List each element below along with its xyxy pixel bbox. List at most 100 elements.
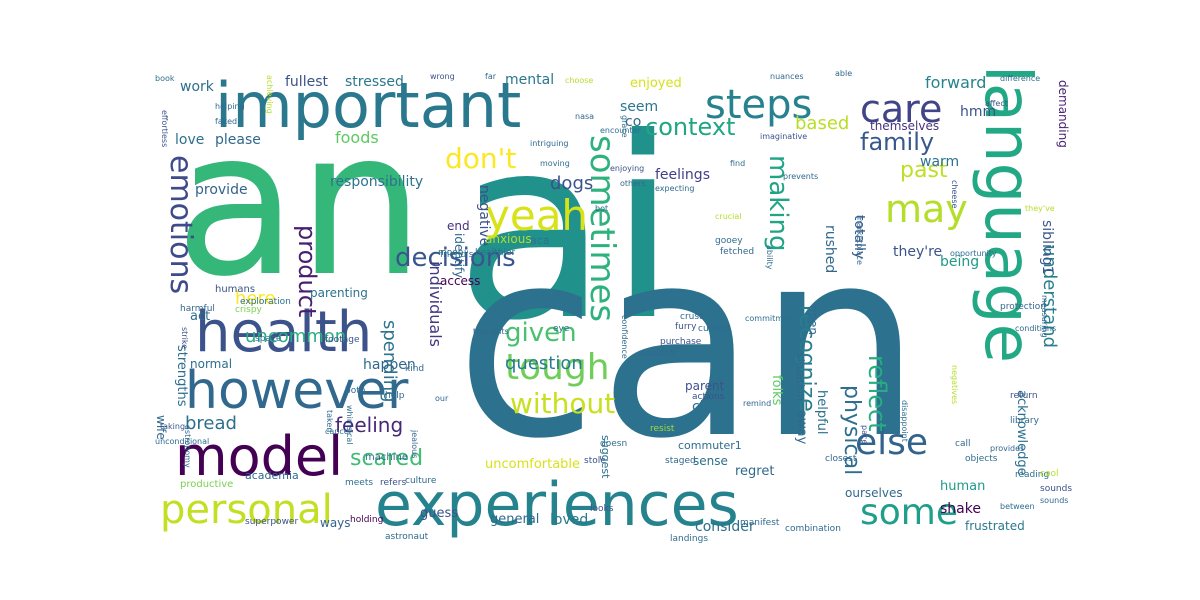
word-demanding: demanding bbox=[1056, 80, 1070, 148]
word-past: past bbox=[900, 158, 948, 183]
word-physical: physical bbox=[839, 385, 864, 476]
word-being: being bbox=[940, 254, 980, 270]
word-cloud: ai can an language important experiences healt… bbox=[155, 65, 1075, 545]
word-call: call bbox=[955, 439, 971, 449]
word-imaginative: imaginative bbox=[760, 132, 808, 141]
word-parent: parent bbox=[685, 379, 725, 393]
word-reflect: reflect bbox=[863, 355, 891, 432]
word-machine: machine bbox=[365, 452, 408, 463]
word-decisions: decisions bbox=[395, 243, 516, 273]
word-foods: foods bbox=[335, 128, 379, 147]
word-crispy: crispy bbox=[235, 305, 262, 315]
word-strengths: strengths bbox=[174, 345, 189, 407]
word-general: general bbox=[490, 512, 540, 527]
word-situation: situation bbox=[794, 353, 807, 401]
word-hmm: hmm bbox=[960, 104, 997, 120]
word-care: care bbox=[860, 87, 943, 131]
word-family: family bbox=[860, 128, 935, 156]
word-fullest: fullest bbox=[285, 74, 328, 90]
word-ways: ways bbox=[320, 516, 351, 530]
word-aca: aca bbox=[530, 234, 550, 247]
word-nuances: nuances bbox=[770, 72, 804, 81]
word-combination: combination bbox=[785, 524, 841, 534]
word-emotions: emotions bbox=[163, 155, 198, 295]
word-open: open bbox=[806, 305, 820, 335]
word-sense: sense bbox=[693, 454, 728, 468]
word-they-re: they're bbox=[893, 244, 943, 260]
word-expecting: expecting bbox=[655, 184, 695, 193]
word-harmful: harmful bbox=[180, 304, 215, 314]
word-some: some bbox=[860, 492, 958, 533]
word-healthier: healthier bbox=[475, 248, 516, 258]
word-enjoying: enjoying bbox=[610, 164, 645, 173]
word-whimsical: whimsical bbox=[345, 405, 354, 445]
word-provides: provides bbox=[990, 444, 1025, 453]
word-return: return bbox=[1010, 391, 1038, 401]
word-actions: actions bbox=[692, 392, 725, 402]
word-sibling1: sibling1 bbox=[1039, 220, 1055, 275]
word-ability: ability bbox=[765, 245, 774, 270]
word-helping: helping bbox=[215, 102, 245, 111]
word-bread: bread bbox=[185, 413, 237, 434]
word-themselves: themselves bbox=[870, 119, 940, 133]
word-important: important bbox=[215, 69, 522, 142]
word-marketplace: marketplace bbox=[855, 215, 864, 265]
word-however: however bbox=[185, 361, 409, 421]
word-pace: pace bbox=[860, 425, 869, 445]
word-they-ve: they've bbox=[1025, 204, 1055, 213]
word-thoughts: thoughts bbox=[473, 327, 509, 336]
word-looks: looks bbox=[590, 504, 614, 514]
word-model: model bbox=[175, 425, 344, 488]
word-productive: productive bbox=[180, 479, 234, 490]
word-current: current bbox=[698, 324, 731, 334]
word-given: given bbox=[505, 318, 577, 348]
word-exploration: exploration bbox=[240, 297, 291, 307]
word-disappoint: disappoint bbox=[900, 400, 909, 442]
word-superpower: superpower bbox=[245, 517, 299, 527]
word-affect: affect bbox=[985, 99, 1008, 108]
word-making: making bbox=[763, 155, 793, 252]
word-folks: folks bbox=[769, 375, 784, 406]
word-cheese: cheese bbox=[950, 180, 959, 209]
word-confidence: confidence bbox=[620, 315, 629, 359]
word-holding: holding bbox=[350, 515, 384, 525]
word-taken: taken bbox=[325, 410, 334, 433]
word-fetched: fetched bbox=[720, 247, 755, 257]
word-may: may bbox=[885, 187, 968, 231]
word-footage: footage bbox=[325, 335, 360, 345]
word-negative: negative bbox=[476, 185, 492, 247]
word-human: human bbox=[940, 479, 986, 494]
word-love: love bbox=[175, 132, 205, 148]
word-consider: consider bbox=[695, 519, 755, 535]
word-astronaut: astronaut bbox=[385, 532, 429, 542]
word-shake: shake bbox=[940, 501, 981, 517]
word-objects: objects bbox=[965, 454, 998, 464]
word-academia: academia bbox=[245, 469, 299, 482]
word-individuals: individuals bbox=[426, 261, 445, 347]
word-remind: remind bbox=[743, 399, 772, 408]
word-an: an bbox=[175, 88, 425, 321]
word-else: else bbox=[855, 422, 929, 463]
word-difference: difference bbox=[1000, 74, 1041, 83]
word-co: co bbox=[625, 114, 642, 130]
word-stole: stole bbox=[584, 456, 606, 466]
word-gooey: gooey bbox=[715, 236, 743, 246]
word-away: away bbox=[794, 410, 809, 445]
word-cancel: cancel bbox=[325, 427, 351, 436]
word-anxious: anxious bbox=[485, 232, 532, 246]
word-strike: strike bbox=[180, 327, 189, 350]
word-friend-s: friend's bbox=[440, 250, 474, 260]
word-far: far bbox=[485, 72, 497, 81]
word-effortless: effortless bbox=[160, 110, 169, 148]
word-kind: kind bbox=[405, 364, 425, 374]
word-sometimes: sometimes bbox=[582, 135, 622, 323]
word-sounds: sounds bbox=[1040, 496, 1069, 505]
word-dogs: dogs bbox=[550, 173, 594, 194]
word-loved: loved bbox=[550, 512, 589, 528]
word-choose: choose bbox=[565, 76, 594, 85]
word-product: product bbox=[293, 225, 321, 318]
word-library: library bbox=[1010, 416, 1039, 426]
word-closest: closest bbox=[825, 454, 857, 464]
word-parenting: parenting bbox=[310, 286, 368, 300]
word-crucial: crucial bbox=[715, 212, 742, 221]
